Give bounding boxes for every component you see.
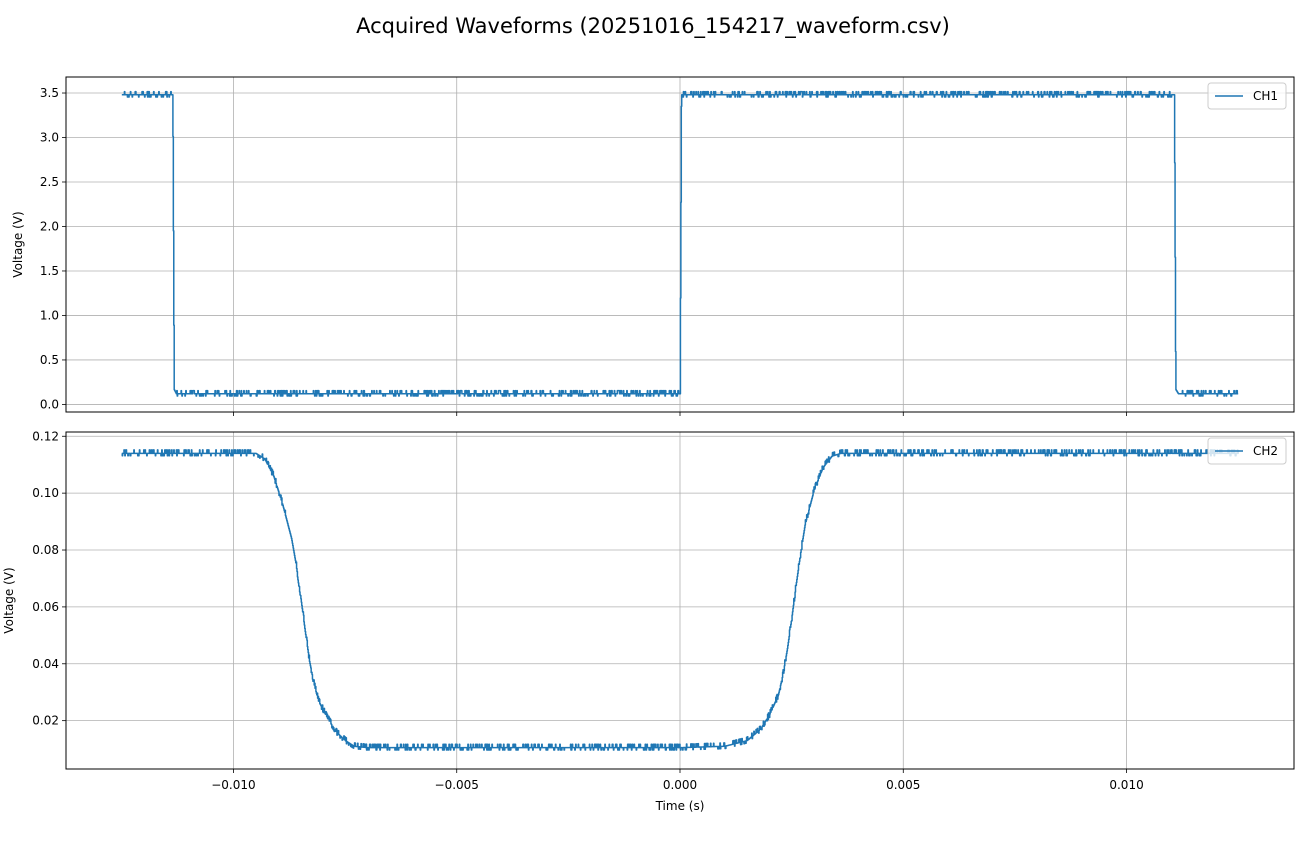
ch1-y-tick-label: 3.0: [40, 131, 59, 145]
ch2-axes-frame: [65, 431, 1295, 770]
ch2-x-tick-label: −0.005: [435, 778, 479, 792]
ch2-x-tick-label: −0.010: [211, 778, 255, 792]
ch2-y-tick-label: 0.08: [32, 543, 59, 557]
ch2-y-tick-label: 0.02: [32, 714, 59, 728]
ch2-y-tick-label: 0.06: [32, 600, 59, 614]
ch1-y-ticks: 0.0 0.5 1.0 1.5 2.0 2.5 3.0 3.5: [40, 86, 66, 411]
ch2-x-ticks: −0.010 −0.005 0.000 0.005 0.010: [211, 769, 1144, 792]
ch2-legend-box: [1207, 437, 1287, 465]
ch1-x-ticks: [233, 412, 1127, 416]
ch2-gridlines: [66, 432, 1294, 769]
ch2-x-tick-label: 0.010: [1109, 778, 1143, 792]
figure-title: Acquired Waveforms (20251016_154217_wave…: [356, 14, 950, 39]
ch1-y-tick-label: 3.5: [40, 86, 59, 100]
ch2-y-ticks: 0.02 0.04 0.06 0.08 0.10 0.12: [32, 429, 66, 728]
ch2-axes: 0.02 0.04 0.06 0.08 0.10 0.12 −0.010 −0.005 0.0…: [2, 429, 1295, 813]
ch2-legend: CH2: [1207, 437, 1287, 465]
ch2-x-tick-label: 0.005: [886, 778, 920, 792]
ch1-axes-frame: [65, 76, 1295, 413]
ch2-x-axis-label: Time (s): [655, 799, 705, 813]
ch2-x-tick-label: 0.000: [663, 778, 697, 792]
ch1-y-tick-label: 1.5: [40, 264, 59, 278]
ch1-y-tick-label: 2.0: [40, 219, 59, 233]
ch2-series-line: [121, 449, 1239, 751]
ch2-y-tick-label: 0.04: [32, 657, 59, 671]
ch1-legend-label: CH1: [1253, 89, 1278, 103]
ch1-y-axis-label: Voltage (V): [11, 211, 25, 277]
ch2-y-tick-label: 0.10: [32, 486, 59, 500]
ch1-axes: 0.0 0.5 1.0 1.5 2.0 2.5 3.0 3.5 Voltage (V) CH1: [11, 76, 1295, 416]
ch1-legend: CH1: [1207, 82, 1287, 110]
ch1-series-line: [121, 90, 1239, 397]
ch1-y-tick-label: 0.0: [40, 397, 59, 411]
ch2-legend-label: CH2: [1253, 444, 1278, 458]
ch1-y-tick-label: 2.5: [40, 175, 59, 189]
ch1-y-tick-label: 1.0: [40, 308, 59, 322]
ch1-legend-box: [1207, 82, 1287, 110]
ch2-y-tick-label: 0.12: [32, 429, 59, 443]
ch2-y-axis-label: Voltage (V): [2, 567, 16, 633]
ch1-y-tick-label: 0.5: [40, 353, 59, 367]
